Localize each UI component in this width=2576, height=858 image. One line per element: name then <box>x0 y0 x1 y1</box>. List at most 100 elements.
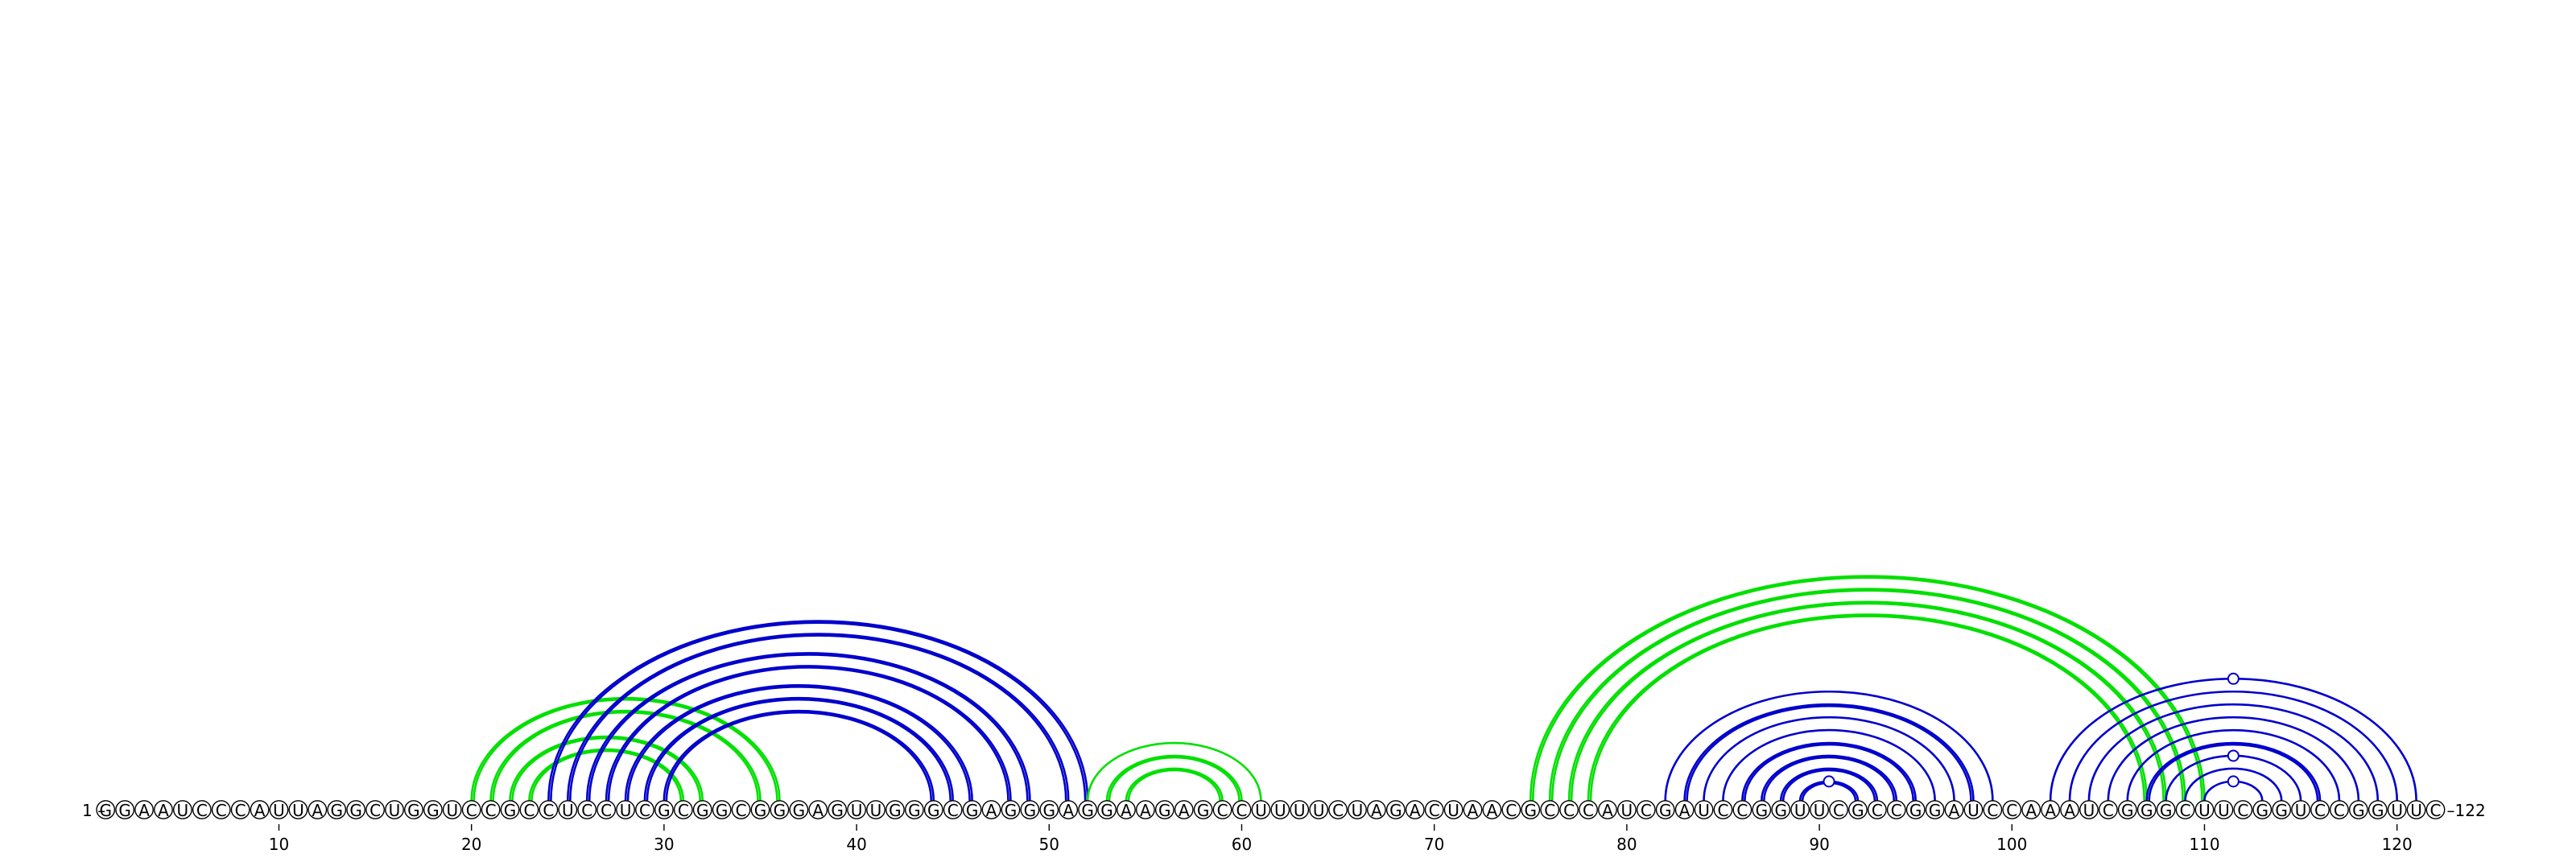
base-pair-arc-inner <box>1763 756 1896 801</box>
nucleotide-circle <box>1097 800 1117 819</box>
base-pair-arc <box>2068 690 2398 801</box>
tick-label: 30 <box>654 835 674 854</box>
nucleotide: U <box>2079 800 2099 820</box>
nucleotide-circle <box>192 800 212 819</box>
nucleotide-circle <box>2406 800 2426 819</box>
nucleotide: U <box>385 800 404 820</box>
nucleotide-letter: C <box>601 801 612 820</box>
nucleotide: U <box>1348 800 1367 820</box>
nucleotide: G <box>1097 800 1117 820</box>
nucleotide: U <box>172 800 192 820</box>
nucleotide: U <box>1694 800 1714 820</box>
nucleotide: C <box>597 800 617 820</box>
base-pair-arc <box>1548 588 2186 801</box>
nucleotide-circle <box>1001 800 1021 819</box>
nucleotide: G <box>423 800 443 820</box>
nucleotide-letter: A <box>1487 801 1498 820</box>
end-label: –122 <box>2447 801 2486 820</box>
nucleotide-letter: U <box>389 801 401 820</box>
nucleotide-circle <box>1212 800 1232 819</box>
base-pair-arc-inner <box>1570 602 2165 801</box>
nucleotide-letter: U <box>2391 801 2403 820</box>
nucleotide-circle <box>1232 800 1252 819</box>
nucleotide-circle <box>2310 800 2330 819</box>
nucleotide-circle <box>2117 800 2137 819</box>
nucleotide-circle <box>1944 800 1964 819</box>
nucleotide-letter: C <box>1736 801 1748 820</box>
nucleotide-circle <box>1348 800 1367 819</box>
nucleotide-circle <box>1154 800 1174 819</box>
nucleotide-letter: A <box>812 801 824 820</box>
base-pair-arc-inner <box>550 621 1087 801</box>
nucleotide-circle <box>327 800 347 819</box>
nucleotide-circle <box>2291 800 2310 819</box>
nucleotide-circle <box>789 800 809 819</box>
nucleotide-letter: C <box>1717 801 1728 820</box>
nucleotide: U <box>2291 800 2310 820</box>
nucleotide-circle <box>423 800 443 819</box>
nucleotide: G <box>2368 800 2388 820</box>
base-pair-arc-inner <box>1781 769 1876 801</box>
arc-marker <box>2227 775 2240 788</box>
nucleotide-circle <box>2368 800 2388 819</box>
nucleotide-letter: A <box>2045 801 2056 820</box>
nucleotide: A <box>981 800 1001 820</box>
nucleotide: C <box>2002 800 2022 820</box>
nucleotide-circle <box>2348 800 2368 819</box>
nucleotide-circle <box>577 800 597 819</box>
base-pair-arc <box>2145 741 2322 801</box>
nucleotide-letter: G <box>2275 801 2288 820</box>
nucleotide-letter: A <box>138 801 150 820</box>
tick-label: 40 <box>846 835 866 854</box>
nucleotide-letter: U <box>1352 801 1364 820</box>
nucleotide: A <box>1598 800 1617 820</box>
nucleotide-letter: U <box>2410 801 2422 820</box>
nucleotide: A <box>308 800 328 820</box>
nucleotide: G <box>1078 800 1098 820</box>
nucleotide-letter: U <box>1255 801 1267 820</box>
nucleotide: G <box>2348 800 2368 820</box>
nucleotide-circle <box>1713 800 1733 819</box>
nucleotide-circle <box>1020 800 1040 819</box>
nucleotide-circle <box>654 800 674 819</box>
nucleotide-circle <box>461 800 481 819</box>
base-pair-arc <box>605 665 1012 801</box>
nucleotide-circle <box>1732 800 1752 819</box>
nucleotide: C <box>2175 800 2195 820</box>
nucleotide: G <box>2136 800 2157 820</box>
nucleotide: U <box>2214 800 2234 820</box>
nucleotide-letter: C <box>369 801 381 820</box>
nucleotide-letter: A <box>1410 801 1421 820</box>
nucleotide: C <box>461 800 481 820</box>
nucleotide-circle <box>134 800 154 819</box>
nucleotide-circle <box>1579 800 1598 819</box>
nucleotide: C <box>1636 800 1656 820</box>
base-pair-arc <box>1664 690 1994 801</box>
nucleotide: C <box>2233 800 2253 820</box>
nucleotide: U <box>1251 800 1271 820</box>
nucleotide: A <box>808 800 828 820</box>
nucleotide-letter: G <box>407 801 420 820</box>
nucleotide-letter: G <box>1659 801 1672 820</box>
base-pair-arc-inner <box>607 666 1009 801</box>
nucleotide-circle <box>962 800 982 819</box>
nucleotide-letter: A <box>158 801 169 820</box>
nucleotide: G <box>2272 800 2292 820</box>
nucleotide: U <box>1309 800 1329 820</box>
markers-layer <box>1823 672 2240 788</box>
nucleotide-letter: C <box>466 801 477 820</box>
nucleotide: C <box>1867 800 1887 820</box>
nucleotide-letter: G <box>2372 801 2384 820</box>
nucleotide: C <box>2310 800 2330 820</box>
nucleotide-circle <box>1848 800 1868 819</box>
base-pair-arc-inner <box>530 749 683 801</box>
nucleotide-circle <box>1367 800 1386 819</box>
nucleotide-circle <box>1290 800 1310 819</box>
nucleotide-letter: U <box>562 801 574 820</box>
tick-label: 90 <box>1809 835 1829 854</box>
nucleotide-letter: C <box>2237 801 2248 820</box>
nucleotide: G <box>1001 800 1021 820</box>
nucleotide: C <box>2098 800 2118 820</box>
nucleotide: G <box>115 800 135 820</box>
